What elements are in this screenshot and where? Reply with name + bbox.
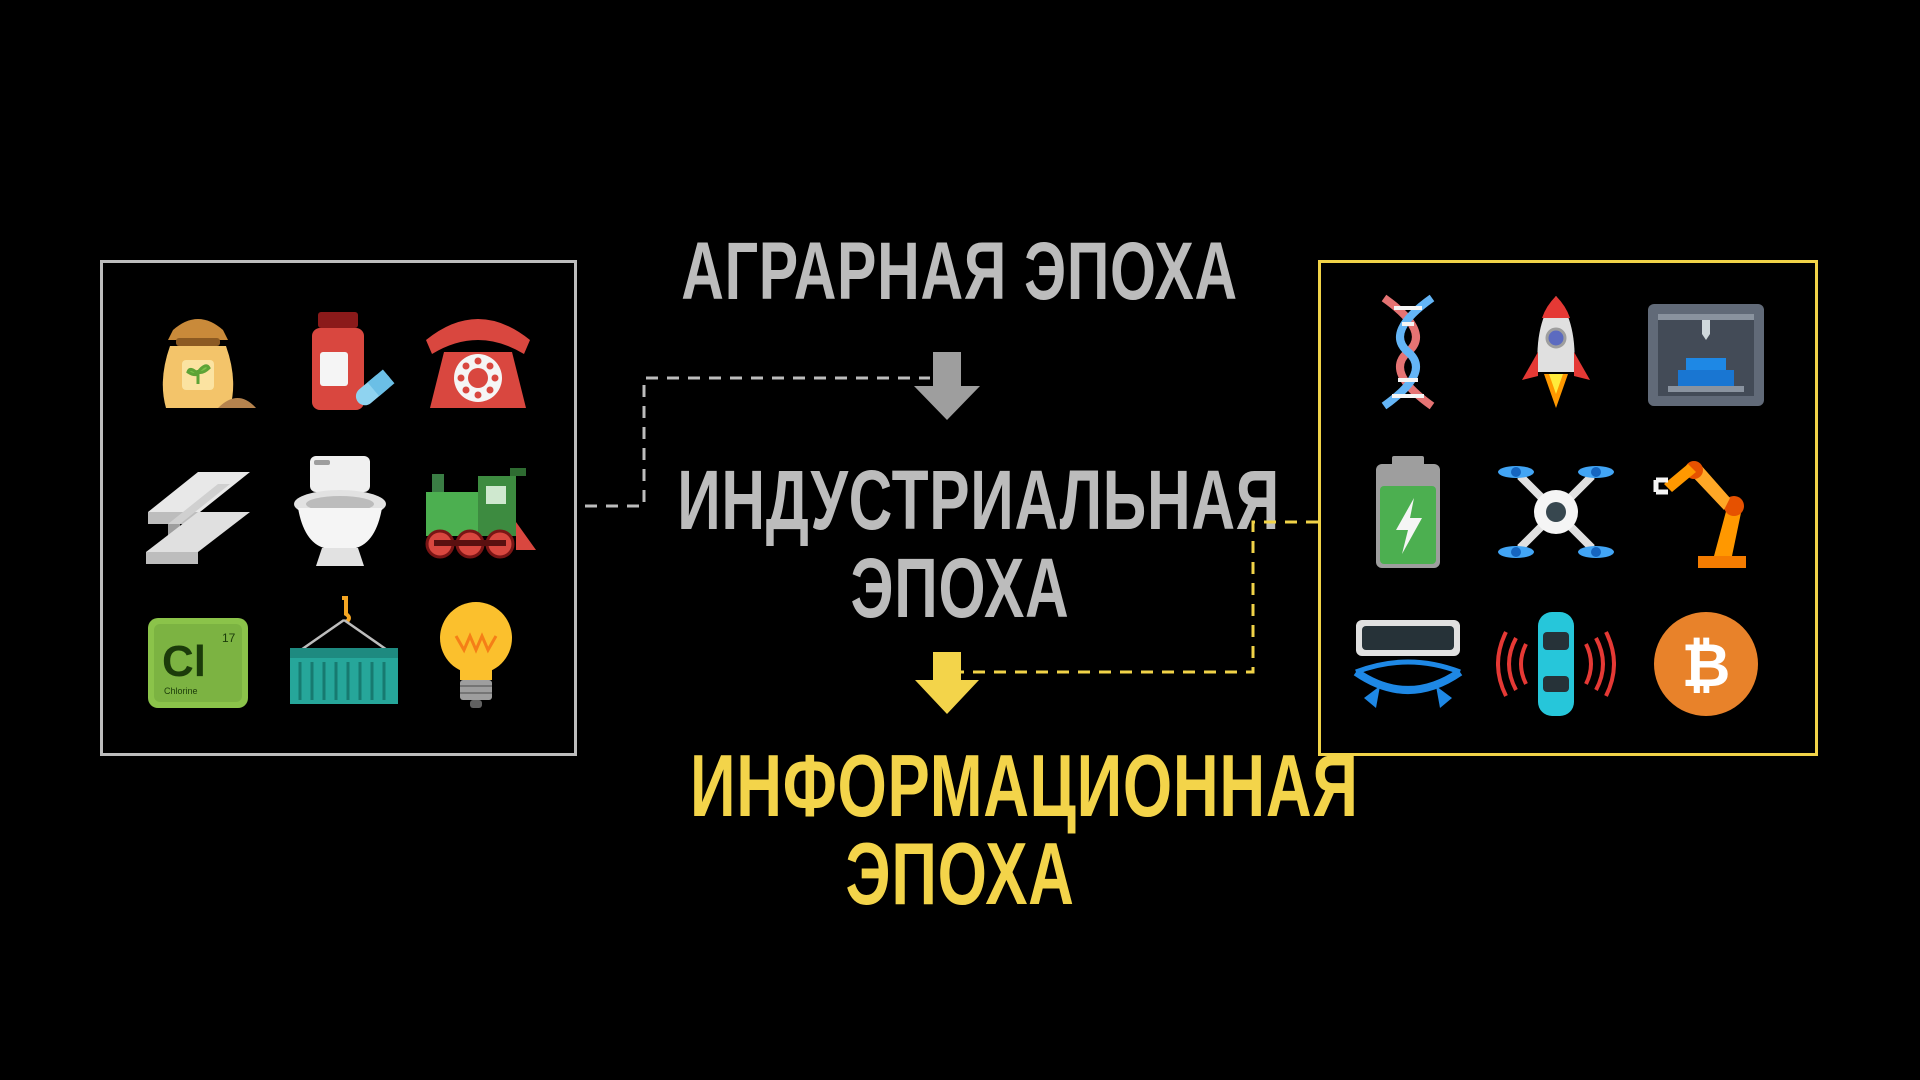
agrarian-era-text: АГРАРНАЯ ЭПОХА bbox=[681, 226, 1239, 317]
rotary-telephone-icon bbox=[418, 300, 538, 420]
information-era-label: ИНФОРМАЦИОННАЯ ЭПОХА bbox=[560, 742, 1360, 918]
light-bulb-icon bbox=[418, 596, 538, 716]
chlorine-name: Chlorine bbox=[164, 686, 198, 696]
3d-printer-icon bbox=[1646, 296, 1766, 416]
drone-icon bbox=[1496, 452, 1616, 572]
bitcoin-icon: ₿ bbox=[1646, 604, 1766, 724]
chlorine-atomic-number: 17 bbox=[222, 631, 236, 645]
robotic-arm-icon bbox=[1646, 452, 1766, 572]
vr-headset-icon bbox=[1348, 600, 1468, 720]
information-era-line2: ЭПОХА bbox=[845, 824, 1075, 923]
rocket-icon bbox=[1496, 292, 1616, 412]
industrial-era-line2: ЭПОХА bbox=[850, 541, 1070, 635]
shipping-container-icon bbox=[284, 596, 404, 716]
dna-icon bbox=[1348, 292, 1468, 412]
steel-beam-icon bbox=[138, 452, 258, 572]
industrial-era-line1: ИНДУСТРИАЛЬНАЯ bbox=[677, 453, 1280, 547]
information-era-line1: ИНФОРМАЦИОННАЯ bbox=[690, 736, 1359, 835]
chlorine-element-icon: Cl 17 Chlorine bbox=[138, 604, 258, 724]
autonomous-car-icon bbox=[1496, 604, 1616, 724]
svg-text:₿: ₿ bbox=[1682, 631, 1731, 701]
yellow-down-arrow-icon bbox=[915, 652, 979, 714]
battery-icon bbox=[1348, 452, 1468, 572]
industrial-icons-frame bbox=[100, 260, 577, 756]
industrial-era-label: ИНДУСТРИАЛЬНАЯ ЭПОХА bbox=[560, 456, 1360, 632]
agrarian-era-label: АГРАРНАЯ ЭПОХА bbox=[560, 228, 1360, 316]
toilet-icon bbox=[280, 452, 400, 572]
steam-locomotive-icon bbox=[418, 452, 538, 572]
medicine-bottle-icon bbox=[290, 300, 410, 420]
chlorine-symbol: Cl bbox=[162, 637, 206, 686]
information-icons-frame bbox=[1318, 260, 1818, 756]
fertilizer-sack-icon bbox=[138, 300, 258, 420]
gray-down-arrow-icon bbox=[914, 352, 980, 420]
